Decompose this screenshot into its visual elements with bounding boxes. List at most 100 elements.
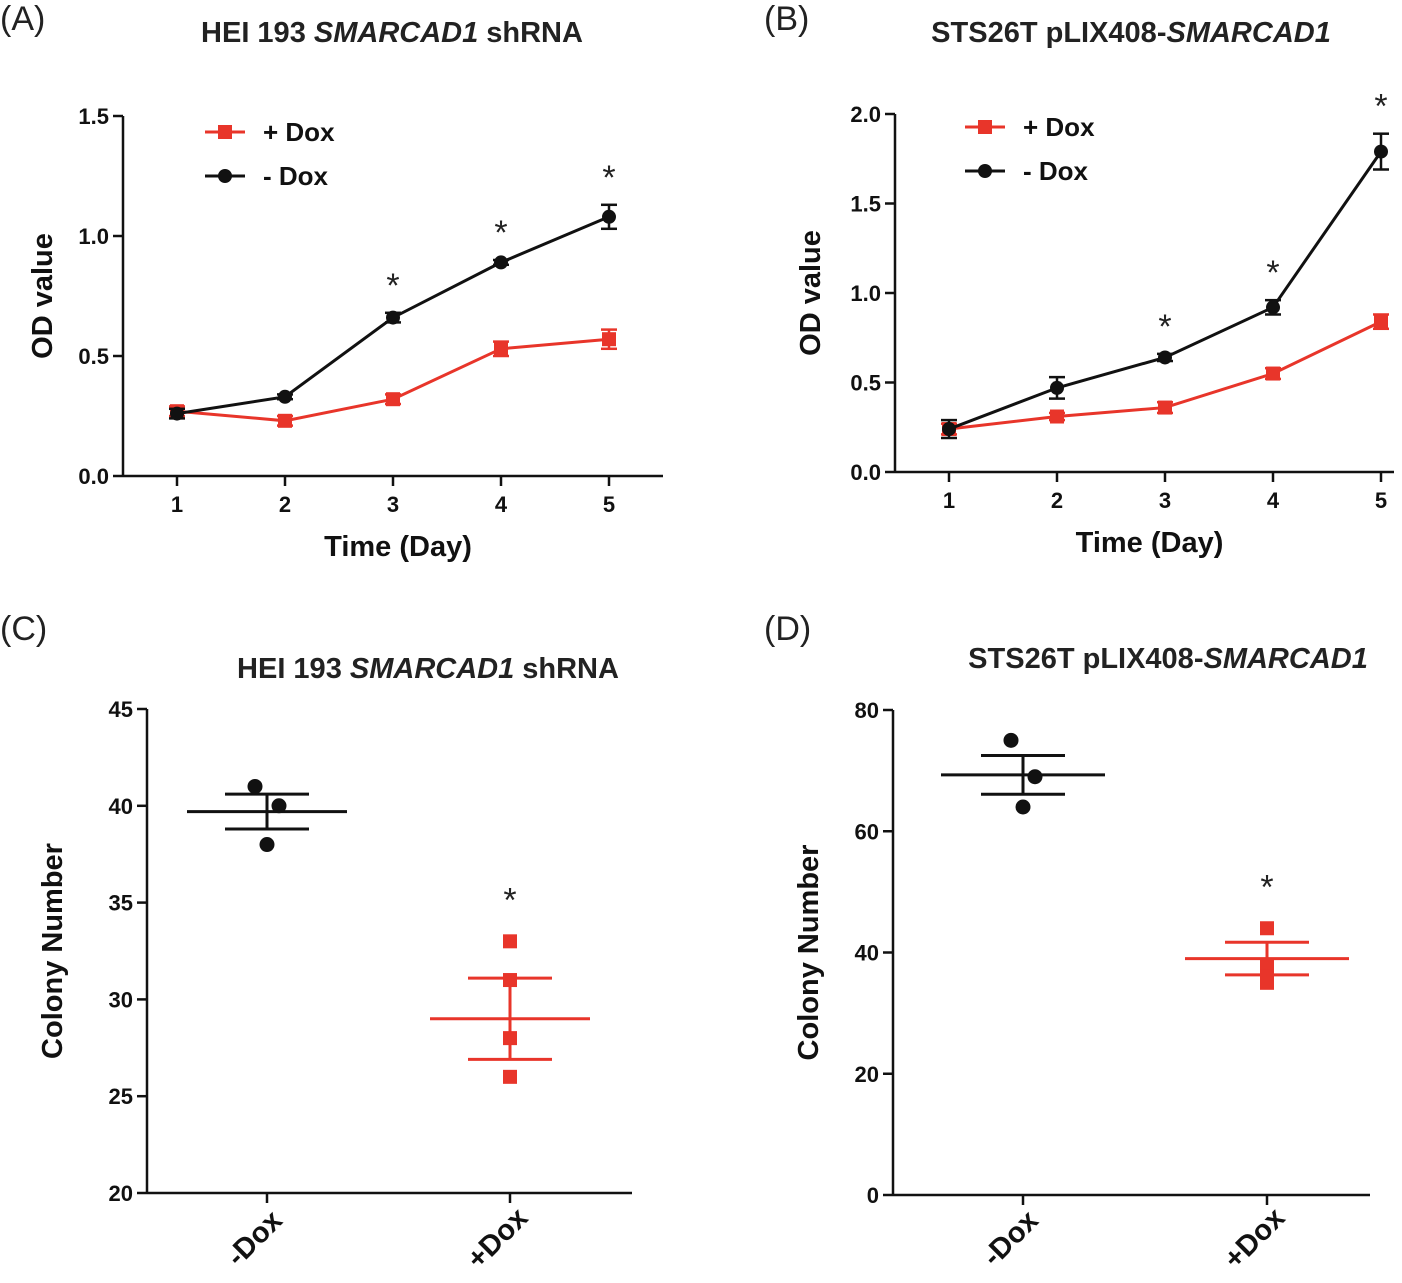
chart-title-gene: SMARCAD1 xyxy=(1203,643,1367,675)
legend-marker xyxy=(978,120,992,134)
x-axis-label: Time (Day) xyxy=(1076,527,1224,559)
panel-c: (C) HEI 193 SMARCAD1 shRNA 20 25 30 35 40 45 Col… xyxy=(0,610,632,1275)
legend-label: + Dox xyxy=(263,117,335,147)
data-point xyxy=(1158,400,1172,415)
data-point xyxy=(1260,975,1274,990)
y-tick-label: 1.0 xyxy=(78,224,109,249)
significance-star: * xyxy=(1374,88,1387,126)
panel-letter: (D) xyxy=(764,610,811,648)
chart-title-prefix: HEI 193 xyxy=(237,653,350,685)
x-tick-label: 2 xyxy=(279,492,291,517)
panel-b: (B) STS26T pLIX408-SMARCAD1 0.0 0.5 1.0 1.5 2.… xyxy=(764,0,1394,559)
significance-star: * xyxy=(1260,868,1273,906)
x-tick-label: 1 xyxy=(943,488,955,513)
significance-star: * xyxy=(386,267,399,305)
y-tick-label: 40 xyxy=(855,941,879,966)
significance-star: * xyxy=(494,214,507,252)
chart-title-prefix: STS26T pLIX408- xyxy=(931,17,1166,49)
data-point xyxy=(259,837,275,853)
chart-title: STS26T pLIX408-SMARCAD1 xyxy=(968,643,1368,675)
x-tick-label: 1 xyxy=(171,492,183,517)
significance-star: * xyxy=(602,159,615,197)
chart-title: HEI 193 SMARCAD1 shRNA xyxy=(201,17,583,49)
series-line xyxy=(948,150,1383,431)
data-point xyxy=(1158,350,1172,365)
x-tick-label: 5 xyxy=(603,492,615,517)
data-point xyxy=(494,255,508,270)
y-tick-label: 20 xyxy=(855,1062,879,1087)
y-axis-label: Colony Number xyxy=(793,845,825,1061)
legend-marker xyxy=(978,164,992,178)
data-point xyxy=(386,392,400,407)
data-point xyxy=(1015,799,1031,815)
y-tick-label: 0.0 xyxy=(850,460,881,485)
x-category-label: +Dox xyxy=(461,1202,534,1275)
x-tick-label: 2 xyxy=(1051,488,1063,513)
data-point xyxy=(1374,314,1388,329)
data-point xyxy=(1050,409,1064,424)
y-tick-label: 0 xyxy=(867,1183,879,1208)
x-tick-label: 4 xyxy=(1267,488,1280,513)
data-point xyxy=(278,413,292,428)
chart-title: HEI 193 SMARCAD1 shRNA xyxy=(237,653,619,685)
significance-star: * xyxy=(1158,308,1171,346)
y-tick-label: 0.5 xyxy=(850,371,881,396)
x-category-label: -Dox xyxy=(221,1205,289,1273)
chart-title-prefix: STS26T pLIX408- xyxy=(968,643,1203,675)
data-point xyxy=(1260,921,1274,936)
x-tick-label: 3 xyxy=(387,492,399,517)
y-tick-label: 0.5 xyxy=(78,344,109,369)
legend-marker xyxy=(218,125,232,139)
chart-title-suffix: shRNA xyxy=(514,653,619,685)
chart-title-gene: SMARCAD1 xyxy=(350,653,514,685)
data-point xyxy=(503,973,517,988)
significance-star: * xyxy=(1266,254,1279,292)
data-point xyxy=(1050,380,1064,395)
y-tick-label: 0.0 xyxy=(78,464,109,489)
data-point xyxy=(386,310,400,325)
legend-marker xyxy=(218,169,232,183)
legend-label: + Dox xyxy=(1023,112,1095,142)
y-tick-label: 2.0 xyxy=(850,102,881,127)
legend-label: - Dox xyxy=(1023,156,1089,186)
y-tick-label: 30 xyxy=(109,987,133,1012)
y-axis-label: OD value xyxy=(27,233,59,359)
significance-star: * xyxy=(503,881,516,919)
data-point xyxy=(1266,300,1280,315)
y-tick-label: 1.5 xyxy=(78,104,109,129)
y-tick-label: 60 xyxy=(855,819,879,844)
data-point xyxy=(1374,144,1388,159)
data-point xyxy=(247,778,263,794)
panel-letter: (C) xyxy=(0,610,47,648)
data-point xyxy=(942,422,956,437)
y-tick-label: 1.0 xyxy=(850,281,881,306)
chart-title-prefix: HEI 193 xyxy=(201,17,314,49)
panel-a: (A) HEI 193 SMARCAD1 shRNA 0.0 0.5 1.0 1.5 OD … xyxy=(0,0,663,563)
data-point xyxy=(503,1031,517,1046)
data-point xyxy=(503,934,517,949)
x-tick-label: 5 xyxy=(1375,488,1387,513)
y-axis-label: Colony Number xyxy=(37,843,69,1059)
y-tick-label: 25 xyxy=(109,1084,133,1109)
data-point xyxy=(278,389,292,404)
data-point xyxy=(494,341,508,356)
chart-title: STS26T pLIX408-SMARCAD1 xyxy=(931,17,1331,49)
data-point xyxy=(1027,769,1043,785)
y-tick-label: 80 xyxy=(855,698,879,723)
data-point xyxy=(602,332,616,347)
y-tick-label: 35 xyxy=(109,891,133,916)
y-tick-label: 45 xyxy=(109,697,133,722)
x-axis-label: Time (Day) xyxy=(324,531,472,563)
data-point xyxy=(271,798,287,814)
data-point xyxy=(503,1069,517,1084)
data-point xyxy=(170,406,184,421)
y-tick-label: 1.5 xyxy=(850,192,881,217)
data-point xyxy=(1003,732,1019,748)
x-tick-label: 4 xyxy=(495,492,508,517)
legend-label: - Dox xyxy=(263,161,329,191)
data-point xyxy=(1266,366,1280,381)
x-tick-label: 3 xyxy=(1159,488,1171,513)
chart-title-gene: SMARCAD1 xyxy=(1166,17,1330,49)
series-line xyxy=(176,337,610,423)
